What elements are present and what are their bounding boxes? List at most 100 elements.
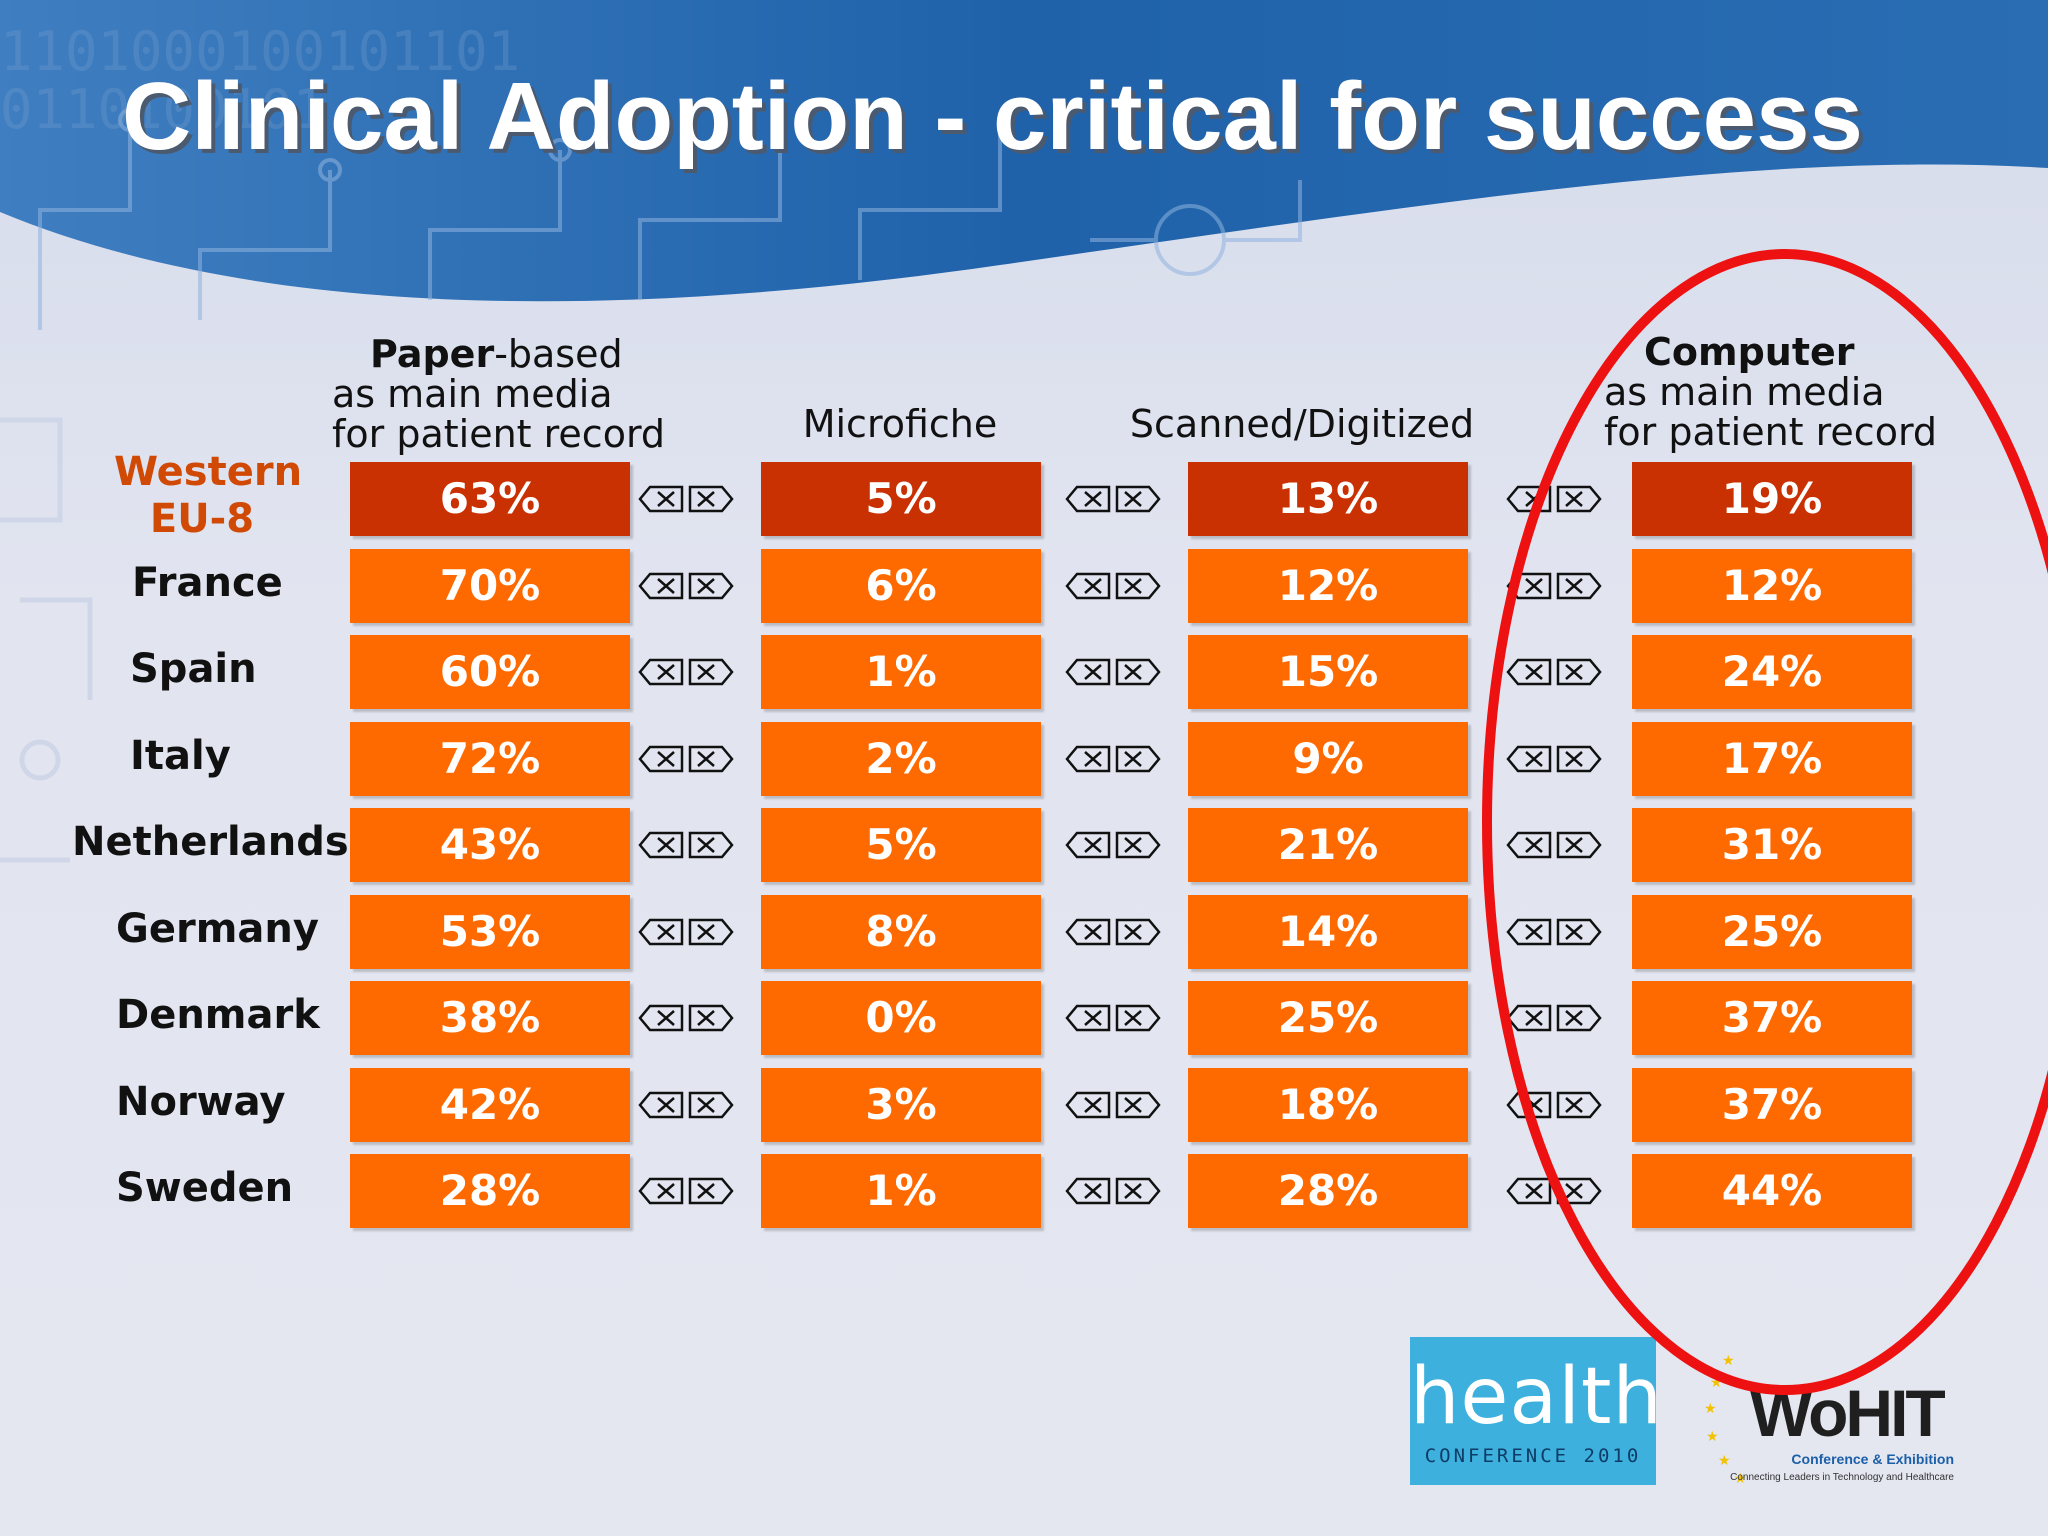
value-cell-scanned: 15% — [1188, 635, 1468, 709]
bidirectional-arrow-icon — [1506, 1087, 1602, 1123]
value-cell-microfiche: 1% — [761, 635, 1041, 709]
value-cell-computer: 37% — [1632, 1068, 1912, 1142]
row-label: Netherlands — [72, 819, 349, 865]
row-label: Sweden — [116, 1165, 294, 1211]
column-header-scanned: Scanned/Digitized — [1112, 404, 1492, 444]
bidirectional-arrow-icon — [1506, 568, 1602, 604]
value-cell-paper: 53% — [350, 895, 630, 969]
bidirectional-arrow-icon — [1506, 654, 1602, 690]
svg-text:★: ★ — [1706, 1429, 1719, 1445]
bidirectional-arrow-icon — [1506, 914, 1602, 950]
value-cell-scanned: 28% — [1188, 1154, 1468, 1228]
health-conference-logo: health CONFERENCE 2010 — [1410, 1337, 1663, 1485]
value-cell-paper: 38% — [350, 981, 630, 1055]
column-header-microfiche: Microfiche — [760, 404, 1040, 444]
bidirectional-arrow-icon — [1065, 1000, 1161, 1036]
value-cell-microfiche: 1% — [761, 1154, 1041, 1228]
value-cell-scanned: 13% — [1188, 462, 1468, 536]
column-header-line: Scanned/Digitized — [1129, 402, 1475, 446]
value-cell-microfiche: 5% — [761, 808, 1041, 882]
svg-text:1101000100101101: 1101000100101101 — [0, 20, 520, 83]
bidirectional-arrow-icon — [1065, 741, 1161, 777]
bidirectional-arrow-icon — [1506, 1000, 1602, 1036]
column-header-line: Computer — [1644, 330, 1855, 374]
logo-subtitle: Conference & Exhibition — [1791, 1451, 1954, 1467]
svg-text:★: ★ — [1704, 1401, 1717, 1417]
bidirectional-arrow-icon — [1506, 827, 1602, 863]
bidirectional-arrow-icon — [1506, 1173, 1602, 1209]
svg-text:0110100101: 0110100101 — [0, 78, 325, 141]
column-header-computer: Computer as main media for patient recor… — [1604, 332, 1937, 452]
bidirectional-arrow-icon — [1506, 741, 1602, 777]
value-cell-microfiche: 3% — [761, 1068, 1041, 1142]
value-cell-computer: 44% — [1632, 1154, 1912, 1228]
row-label: Germany — [116, 906, 319, 952]
bidirectional-arrow-icon — [638, 914, 734, 950]
value-cell-computer: 31% — [1632, 808, 1912, 882]
value-cell-computer: 24% — [1632, 635, 1912, 709]
svg-text:★: ★ — [1722, 1353, 1735, 1369]
column-header-line: as main media — [332, 372, 613, 416]
value-cell-scanned: 12% — [1188, 549, 1468, 623]
value-cell-microfiche: 6% — [761, 549, 1041, 623]
row-label: Norway — [116, 1079, 286, 1125]
column-header-line: for patient record — [1604, 410, 1938, 454]
bidirectional-arrow-icon — [638, 1087, 734, 1123]
svg-text:★: ★ — [1710, 1375, 1723, 1391]
bidirectional-arrow-icon — [638, 741, 734, 777]
value-cell-computer: 12% — [1632, 549, 1912, 623]
bidirectional-arrow-icon — [638, 654, 734, 690]
row-label: Italy — [130, 733, 231, 779]
region-label-line: EU-8 — [149, 496, 255, 542]
bidirectional-arrow-icon — [1065, 1173, 1161, 1209]
row-label-region: Western EU-8 — [108, 449, 308, 543]
wohit-logo: ★ ★ ★ ★ ★ ★ WoHIT Conference & Exhibition Co… — [1700, 1345, 1980, 1495]
svg-text:★: ★ — [1718, 1453, 1731, 1469]
logo-subtitle: CONFERENCE 2010 — [1424, 1445, 1642, 1467]
value-cell-scanned: 21% — [1188, 808, 1468, 882]
value-cell-computer: 37% — [1632, 981, 1912, 1055]
bidirectional-arrow-icon — [1065, 654, 1161, 690]
value-cell-scanned: 14% — [1188, 895, 1468, 969]
value-cell-paper: 60% — [350, 635, 630, 709]
value-cell-microfiche: 2% — [761, 722, 1041, 796]
value-cell-paper: 63% — [350, 462, 630, 536]
row-label: Spain — [130, 646, 257, 692]
column-header-line: Paper-based — [370, 332, 623, 376]
value-cell-scanned: 9% — [1188, 722, 1468, 796]
row-label: Denmark — [116, 992, 320, 1038]
logo-tagline: Connecting Leaders in Technology and Hea… — [1730, 1472, 1954, 1483]
value-cell-microfiche: 0% — [761, 981, 1041, 1055]
logo-word: WoHIT — [1750, 1376, 1946, 1450]
value-cell-computer: 25% — [1632, 895, 1912, 969]
value-cell-paper: 43% — [350, 808, 630, 882]
bidirectional-arrow-icon — [1065, 481, 1161, 517]
svg-text:★: ★ — [1734, 1471, 1747, 1487]
value-cell-paper: 28% — [350, 1154, 630, 1228]
bidirectional-arrow-icon — [1065, 914, 1161, 950]
value-cell-paper: 70% — [350, 549, 630, 623]
value-cell-microfiche: 5% — [761, 462, 1041, 536]
column-header-paper: Paper-based as main media for patient re… — [332, 334, 665, 454]
bidirectional-arrow-icon — [1065, 568, 1161, 604]
bidirectional-arrow-icon — [1065, 827, 1161, 863]
bidirectional-arrow-icon — [638, 1173, 734, 1209]
bidirectional-arrow-icon — [638, 481, 734, 517]
region-label-line: Western — [113, 449, 303, 495]
value-cell-paper: 72% — [350, 722, 630, 796]
slide-title: Clinical Adoption - critical for success — [122, 63, 1863, 170]
value-cell-microfiche: 8% — [761, 895, 1041, 969]
bidirectional-arrow-icon — [638, 827, 734, 863]
bidirectional-arrow-icon — [1065, 1087, 1161, 1123]
bidirectional-arrow-icon — [1506, 481, 1602, 517]
bidirectional-arrow-icon — [638, 568, 734, 604]
logo-word: health — [1410, 1352, 1663, 1442]
value-cell-paper: 42% — [350, 1068, 630, 1142]
value-cell-scanned: 25% — [1188, 981, 1468, 1055]
value-cell-scanned: 18% — [1188, 1068, 1468, 1142]
value-cell-computer: 19% — [1632, 462, 1912, 536]
column-header-line: Microfiche — [802, 402, 998, 446]
row-label: France — [132, 560, 283, 606]
column-header-line: for patient record — [332, 412, 666, 456]
bidirectional-arrow-icon — [638, 1000, 734, 1036]
